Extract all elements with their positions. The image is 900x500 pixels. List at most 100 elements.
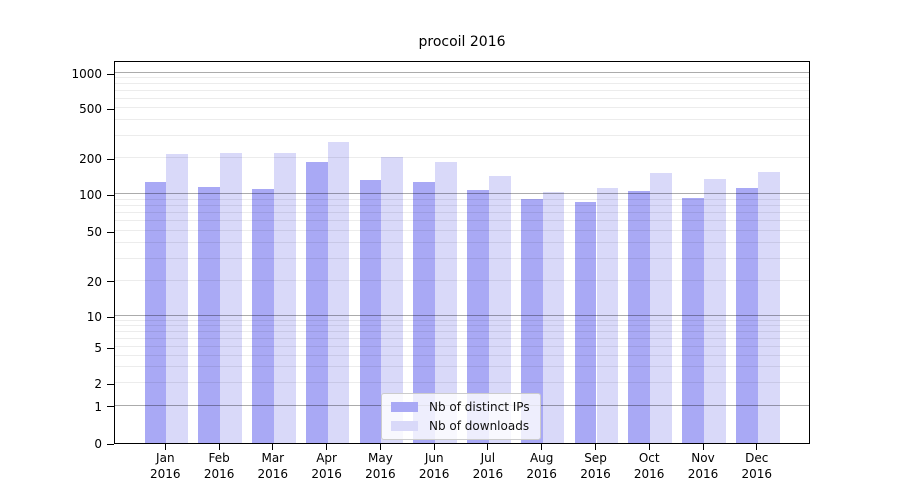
bar-distinct-ips — [574, 202, 597, 443]
gridline-minor — [115, 242, 809, 244]
gridline-major — [115, 72, 809, 73]
bar-distinct-ips — [305, 161, 328, 443]
gridline-minor — [115, 157, 809, 158]
bar-downloads — [381, 156, 404, 443]
x-tick-label: Feb 2016 — [203, 451, 235, 481]
bar-downloads — [596, 187, 619, 443]
x-tick — [487, 444, 489, 450]
gridline-minor — [115, 355, 809, 357]
x-tick — [702, 444, 704, 450]
y-tick — [107, 73, 114, 75]
bar-distinct-ips — [682, 197, 704, 443]
bar-downloads — [435, 162, 457, 443]
y-tick — [107, 347, 114, 349]
gridline-major — [115, 193, 809, 194]
legend-item: Nb of distinct IPs — [391, 400, 530, 414]
x-tick-label: Aug 2016 — [526, 451, 557, 481]
gridline-minor — [115, 331, 809, 333]
bar-distinct-ips — [413, 181, 436, 443]
bar-distinct-ips — [736, 188, 758, 443]
y-tick-label: 500 — [79, 102, 102, 116]
x-tick — [326, 444, 328, 450]
legend-swatch — [391, 402, 418, 412]
x-tick-label: Nov 2016 — [687, 451, 719, 481]
x-tick — [218, 444, 220, 450]
gridline-minor — [115, 230, 809, 231]
bar-downloads — [327, 141, 350, 443]
x-tick-label: May 2016 — [365, 451, 396, 481]
bar-downloads — [488, 176, 511, 443]
x-tick — [756, 444, 758, 450]
bar-distinct-ips — [628, 191, 651, 443]
gridline-minor — [115, 134, 809, 136]
y-tick — [107, 108, 114, 110]
legend: Nb of distinct IPs Nb of downloads — [381, 393, 541, 440]
y-tick-label: 50 — [86, 225, 102, 239]
bar-distinct-ips — [467, 190, 489, 443]
x-tick-label: Oct 2016 — [633, 451, 665, 481]
x-tick-label: Sep 2016 — [580, 451, 611, 481]
gridline-minor — [115, 220, 809, 222]
gridline-minor — [115, 204, 809, 206]
x-tick-label: Dec 2016 — [741, 451, 773, 481]
gridline-minor — [115, 320, 809, 321]
gridline-minor — [115, 107, 809, 108]
x-tick-label: Jun 2016 — [418, 451, 450, 481]
gridline-minor — [115, 77, 809, 79]
gridline-minor — [115, 382, 809, 384]
bar-downloads — [220, 152, 242, 443]
gridline-minor — [115, 83, 809, 85]
gridline-minor — [115, 366, 809, 368]
y-tick-label: 1000 — [71, 67, 102, 81]
bar-distinct-ips — [144, 181, 167, 443]
y-tick — [107, 383, 114, 385]
y-tick — [107, 443, 114, 445]
y-tick — [107, 281, 114, 283]
gridline-minor — [115, 279, 809, 281]
y-tick-label: 100 — [79, 188, 102, 202]
bar-downloads — [704, 178, 726, 443]
legend-item: Nb of downloads — [391, 419, 530, 433]
gridline-minor — [115, 90, 809, 91]
y-tick-label: 0 — [94, 437, 102, 451]
y-tick — [107, 158, 114, 160]
bar-distinct-ips — [520, 199, 543, 443]
bar-downloads — [542, 191, 565, 443]
bar-downloads — [650, 173, 672, 443]
legend-swatch — [391, 421, 418, 431]
x-tick — [433, 444, 435, 450]
gridline-minor — [115, 212, 809, 213]
bar-downloads — [166, 154, 189, 443]
y-tick-label: 2 — [94, 377, 102, 392]
bar-distinct-ips — [359, 180, 382, 443]
bar-distinct-ips — [252, 189, 274, 443]
bar-downloads — [757, 171, 780, 443]
x-tick-label: Apr 2016 — [311, 451, 342, 481]
gridline-minor — [115, 97, 809, 99]
x-tick — [541, 444, 543, 450]
y-tick — [107, 316, 114, 318]
gridline-major — [115, 315, 809, 317]
gridline-minor — [115, 257, 809, 259]
gridline-minor — [115, 338, 809, 340]
legend-label: Nb of distinct IPs — [429, 400, 530, 414]
y-tick-label: 20 — [86, 274, 102, 289]
y-tick — [107, 194, 114, 196]
gridline-minor — [115, 198, 809, 200]
y-tick — [107, 231, 114, 233]
y-tick-label: 1 — [94, 399, 102, 414]
chart-title: procoil 2016 — [418, 34, 506, 50]
x-tick — [164, 444, 166, 450]
y-tick-label: 200 — [79, 152, 102, 166]
x-tick — [648, 444, 650, 450]
x-tick — [272, 444, 274, 450]
x-tick-label: Mar 2016 — [257, 451, 289, 481]
gridline-minor — [115, 346, 809, 348]
y-tick-label: 10 — [86, 310, 102, 325]
y-tick — [107, 406, 114, 408]
gridline-minor — [115, 325, 809, 327]
legend-label: Nb of downloads — [429, 419, 530, 433]
bar-distinct-ips — [198, 187, 221, 443]
x-tick-label: Jan 2016 — [150, 451, 181, 481]
